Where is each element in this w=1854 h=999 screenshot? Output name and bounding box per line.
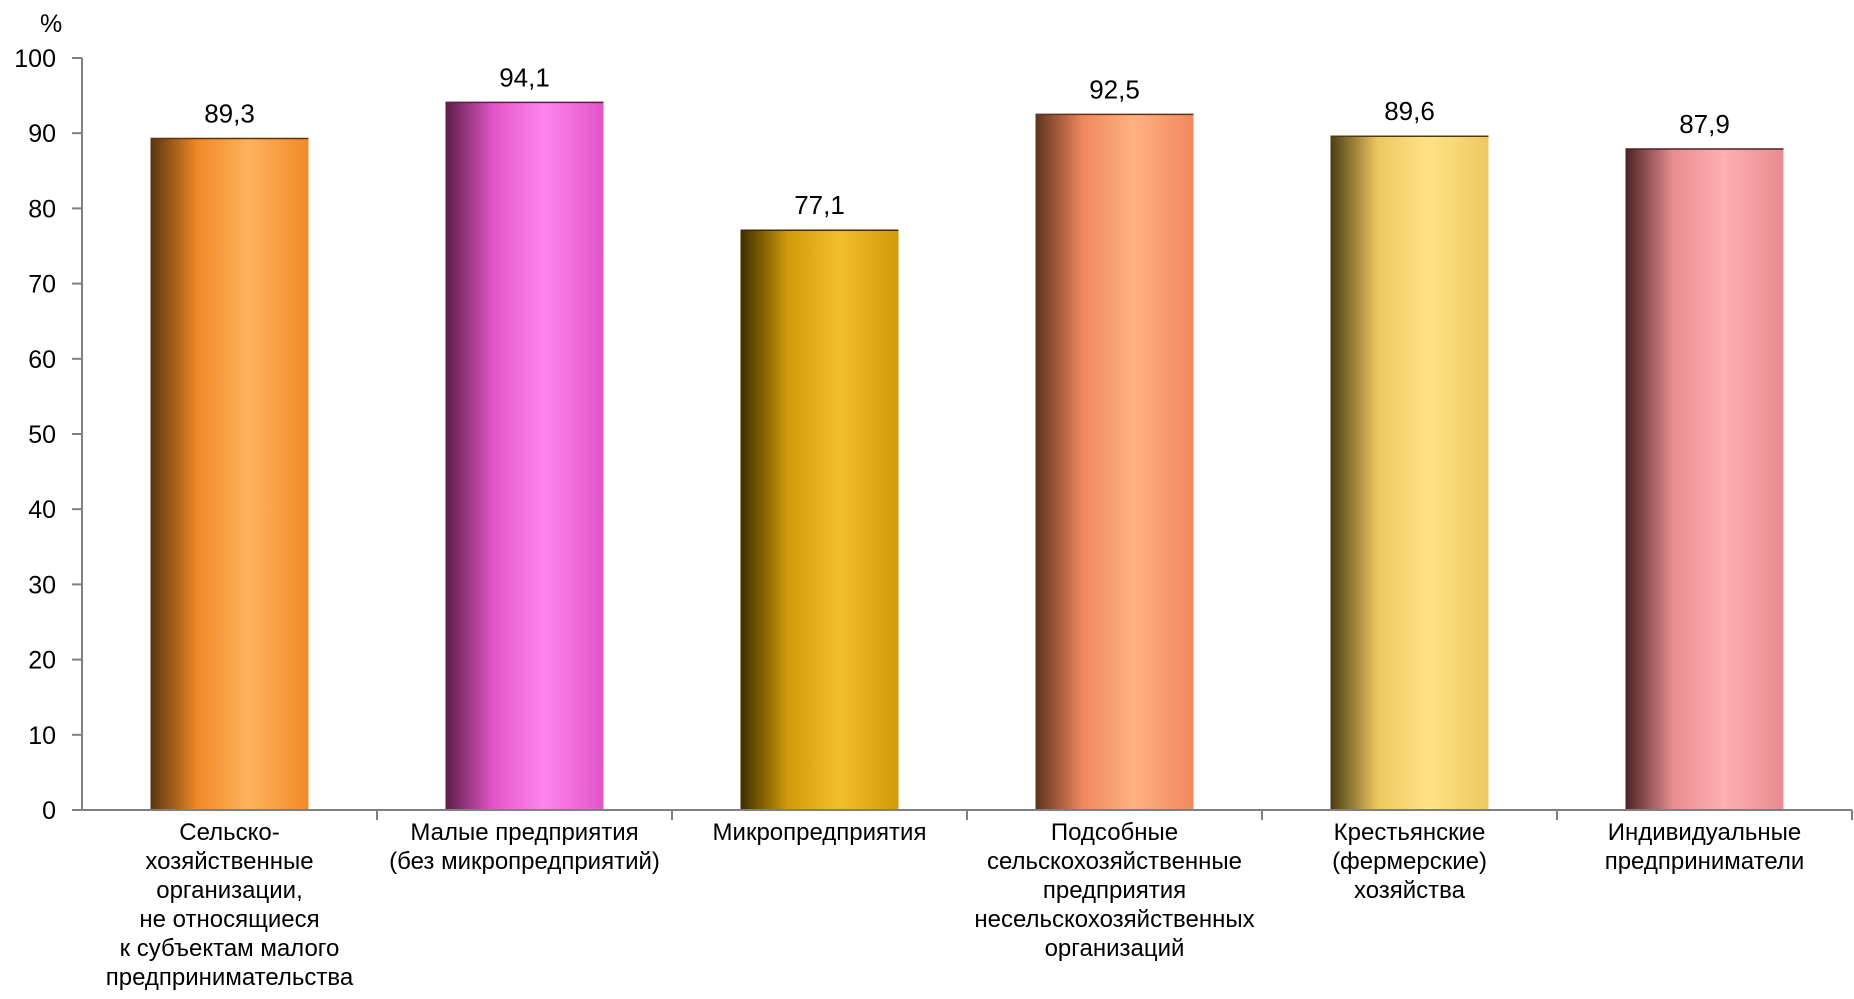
bar [1330,136,1489,810]
y-axis: 0 10 20 30 40 50 60 70 80 90 100 [14,45,83,825]
x-axis: Сельско-хозяйственные организации, не отно… [82,809,1853,991]
y-tick-label: 90 [28,120,56,148]
bar [1035,114,1194,810]
data-labels: 89,3 94,1 77,1 92,5 89,6 87,9 [204,62,1730,220]
x-category-label: Индивидуальные предприниматели [1605,819,1805,875]
x-category-label-line: сельскохозяйственные [987,848,1242,875]
x-category-label-line: к субъектам малого [120,935,340,962]
x-category-label-line: Микропредприятия [713,819,927,846]
y-tick-label: 100 [14,45,56,73]
x-category-label-line: несельскохозяйственных [974,906,1254,933]
x-category-label-line: хозяйства [1354,877,1466,904]
bar-value-label: 89,6 [1384,96,1435,126]
x-category-label-line: (фермерские) [1332,848,1487,875]
x-category-label-line: Сельско- [179,819,280,846]
x-category-label-line: не относящиеся [139,906,319,933]
y-tick-label: 80 [28,195,56,223]
y-tick-label: 70 [28,271,56,299]
x-category-label-line: Подсобные [1051,819,1178,846]
x-category-label: Сельско-хозяйственные организации, не отно… [106,819,354,991]
y-tick-label: 30 [28,571,56,599]
bar-value-label: 92,5 [1089,74,1140,104]
x-category-label-line: предприниматели [1605,848,1805,875]
bar [150,138,309,811]
x-category-label: Малые предприятия (без микропредприятий) [389,819,660,875]
bar-value-label: 87,9 [1679,109,1730,139]
x-category-label-line: Крестьянские [1334,819,1486,846]
x-category-label-line: Малые предприятия [410,819,638,846]
x-category-label-line: организаций [1045,935,1185,962]
x-category-label-line: предпринимательства [106,964,354,991]
bar [1625,148,1784,810]
y-unit-label: % [40,10,62,38]
y-tick-label: 10 [28,722,56,750]
bars [150,101,1784,811]
bar [445,102,604,811]
x-category-label: Микропредприятия [713,819,927,846]
y-tick-label: 40 [28,496,56,524]
x-category-label-line: Индивидуальные [1608,819,1802,846]
bar-value-label: 94,1 [499,62,550,92]
x-category-label-line: предприятия [1043,877,1186,904]
x-category-label-line: хозяйственные [145,848,313,875]
y-tick-label: 60 [28,346,56,374]
x-category-label-line: (без микропредприятий) [389,848,660,875]
x-category-label: Подсобные сельскохозяйственные предприятия… [974,819,1254,962]
x-category-label: Крестьянские (фермерские) хозяйства [1332,819,1487,904]
y-tick-label: 50 [28,421,56,449]
bar-value-label: 89,3 [204,98,255,128]
y-tick-label: 20 [28,647,56,675]
bar-value-label: 77,1 [794,190,845,220]
y-tick-label: 0 [42,797,56,825]
x-category-label-line: организации, [156,877,303,904]
bar [740,230,899,810]
